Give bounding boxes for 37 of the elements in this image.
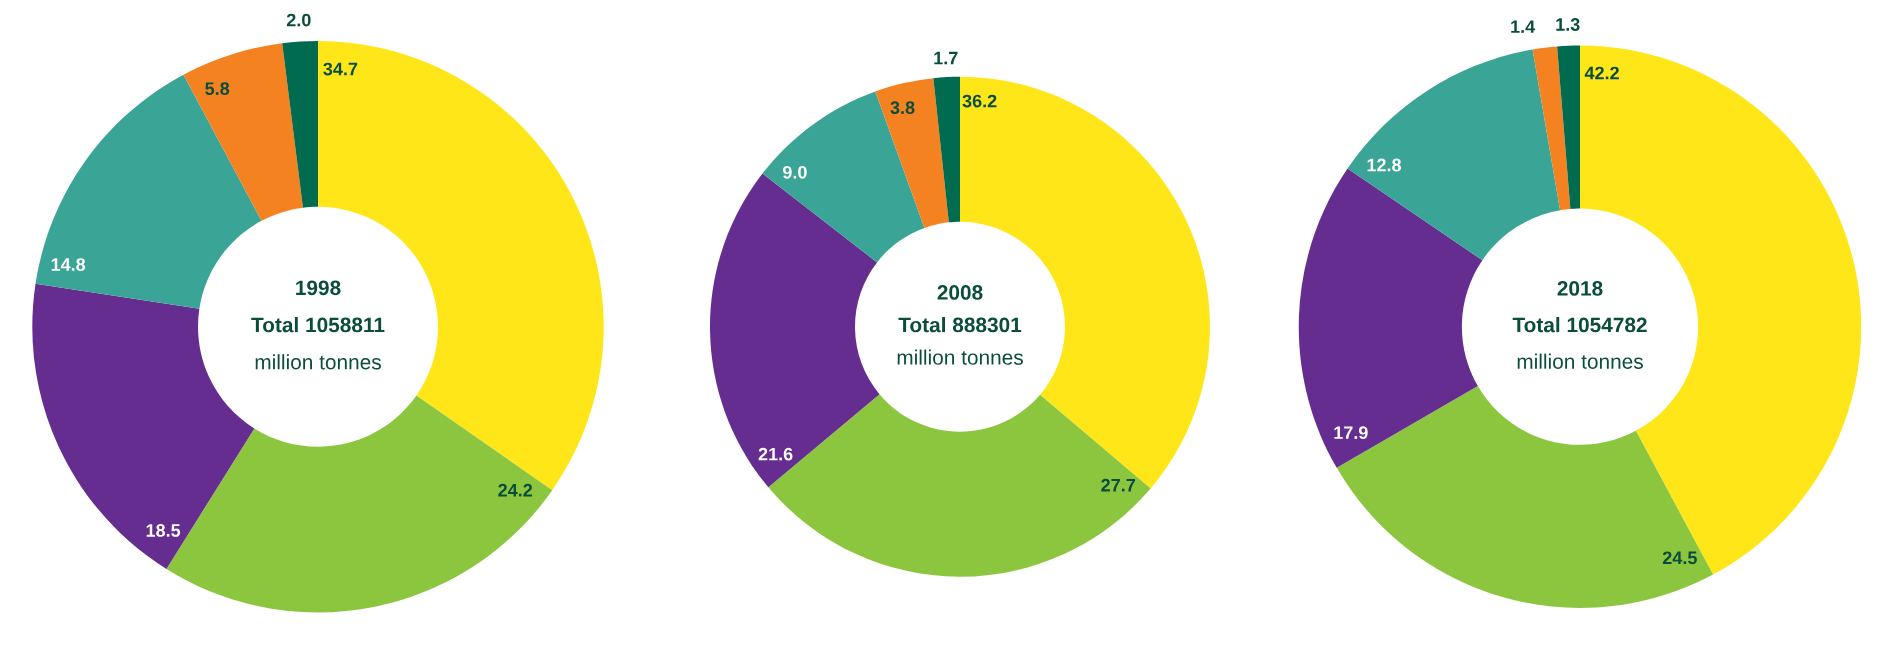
donut-slice [1557,45,1580,209]
data-label: 42.2 [1584,66,1619,80]
data-label: 9.0 [782,165,807,179]
text: 2008 [937,285,983,300]
donut-slice [1336,386,1714,608]
data-label: 34.7 [323,62,358,76]
donut-slice [35,74,262,309]
data-label: 3.8 [890,101,915,115]
text: million tonnes [255,354,381,370]
data-label: 1.4 [1511,20,1536,33]
text: million tonnes [897,349,1023,365]
donut-slice [282,41,318,208]
text: 1998 [296,280,341,296]
text: 2018 [1557,281,1603,296]
text: million tonnes [1517,353,1643,369]
donut-slice [762,91,925,263]
data-label: 17.9 [1334,426,1368,440]
text: Total 888301 [898,317,1022,333]
data-label: 24.2 [498,483,533,497]
data-label: 27.7 [1101,478,1135,492]
donut-slice [1347,49,1561,261]
data-label: 18.5 [146,524,181,537]
data-label: 14.8 [51,258,86,271]
data-label: 1.7 [934,51,958,65]
data-label: 21.6 [758,447,793,461]
data-label: 24.5 [1662,551,1697,565]
data-label: 2.0 [286,13,311,27]
text: Total 1054782 [1512,317,1647,333]
donut-slice [875,78,949,228]
donut-slice [933,76,960,223]
data-label: 1.3 [1556,18,1580,31]
data-label: 12.8 [1367,158,1402,172]
text: Total 1058811 [251,317,385,333]
data-label: 36.2 [962,94,997,108]
data-label: 5.8 [205,82,230,96]
donut-slice [183,43,303,221]
donut-slice [1532,46,1571,211]
